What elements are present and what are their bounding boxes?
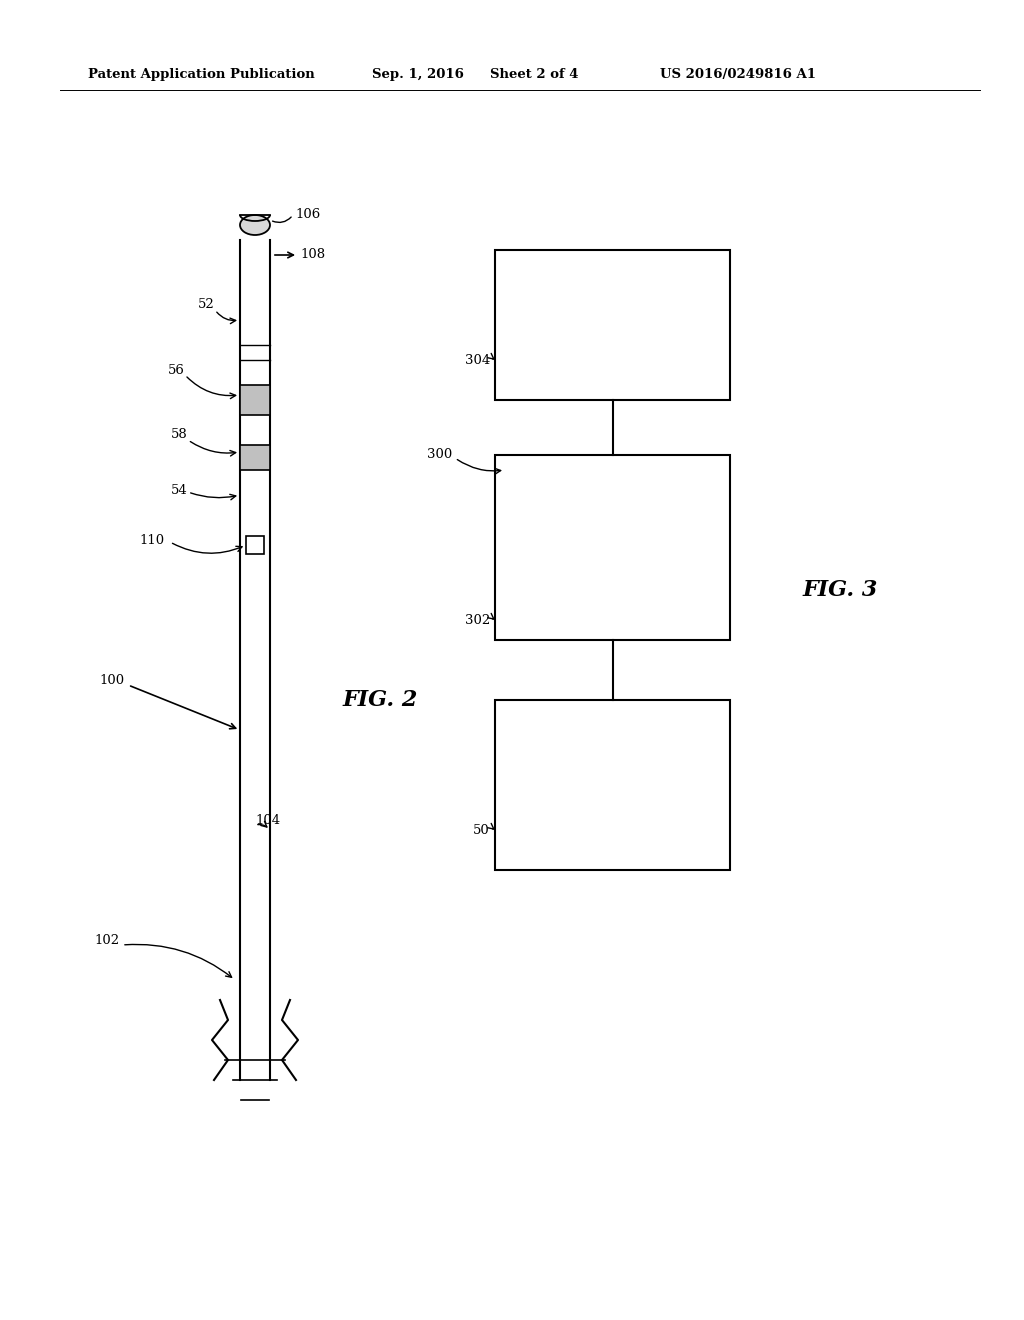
Text: Sheet 2 of 4: Sheet 2 of 4 xyxy=(490,69,579,81)
Bar xyxy=(240,385,270,414)
Text: 110: 110 xyxy=(140,533,165,546)
Text: 54: 54 xyxy=(171,483,188,496)
Text: 102: 102 xyxy=(95,933,120,946)
Bar xyxy=(240,445,270,470)
Text: 104: 104 xyxy=(255,813,281,826)
Text: 58: 58 xyxy=(171,429,188,441)
Text: 100: 100 xyxy=(100,673,125,686)
Text: FIG. 2: FIG. 2 xyxy=(342,689,418,711)
Text: 52: 52 xyxy=(199,298,215,312)
Text: Patent Application Publication: Patent Application Publication xyxy=(88,69,314,81)
Text: 56: 56 xyxy=(168,363,185,376)
Text: Sep. 1, 2016: Sep. 1, 2016 xyxy=(372,69,464,81)
Text: 300: 300 xyxy=(427,449,452,462)
Text: 108: 108 xyxy=(300,248,326,261)
Text: 50: 50 xyxy=(473,824,490,837)
Text: 304: 304 xyxy=(465,354,490,367)
Bar xyxy=(495,700,730,870)
Bar xyxy=(495,249,730,400)
Ellipse shape xyxy=(240,215,270,235)
Text: FIG. 3: FIG. 3 xyxy=(803,579,878,601)
Bar xyxy=(246,536,264,554)
Text: 106: 106 xyxy=(295,209,321,222)
Bar xyxy=(495,455,730,640)
Text: US 2016/0249816 A1: US 2016/0249816 A1 xyxy=(660,69,816,81)
Text: 302: 302 xyxy=(465,614,490,627)
